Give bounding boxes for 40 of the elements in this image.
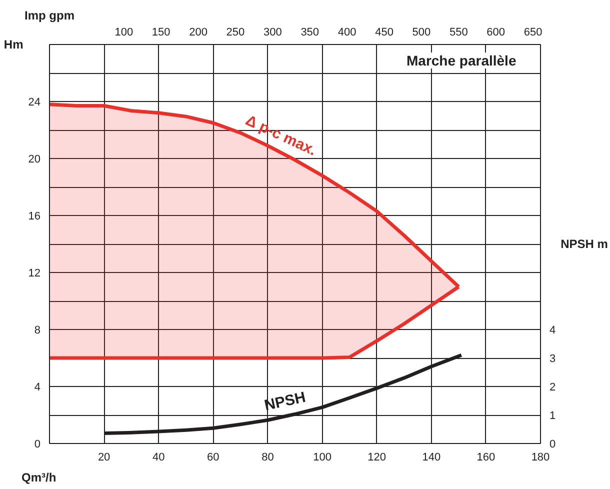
- y-tick-label: 8: [34, 324, 41, 336]
- x-tick-label: 100: [313, 452, 332, 464]
- x-tick-label: 40: [152, 452, 165, 464]
- y-tick-label: 4: [34, 382, 41, 394]
- y-axis-title: Hm: [4, 38, 24, 52]
- x2-axis-title: Imp gpm: [24, 8, 74, 22]
- x-tick-label: 60: [207, 452, 220, 464]
- y-tick-label: 12: [28, 268, 41, 280]
- y-tick-label: 0: [34, 438, 41, 450]
- text: Δ p-c max.: [242, 112, 319, 160]
- x2-tick-label: 350: [300, 26, 320, 38]
- x2-tick-label: 250: [226, 26, 245, 38]
- x-tick-label: 20: [98, 452, 110, 464]
- y2-axis-title: NPSH m: [560, 237, 608, 251]
- x-tick-label: 160: [476, 452, 496, 464]
- y-tick-label: 16: [28, 210, 41, 222]
- x2-tick-label: 550: [449, 26, 468, 38]
- x2-tick-label: 450: [375, 26, 394, 38]
- y2-tick-label: 1: [550, 410, 556, 422]
- x-tick-label: 120: [368, 452, 386, 464]
- text: NPSH: [262, 388, 308, 414]
- x-tick-label: 140: [422, 452, 441, 464]
- x2-tick-label: 150: [152, 26, 170, 38]
- y-tick-label: 24: [28, 96, 41, 108]
- x2-tick-label: 100: [114, 26, 134, 38]
- x2-tick-label: 200: [189, 26, 208, 38]
- x-tick-label: 80: [262, 452, 274, 464]
- x2-tick-label: 300: [264, 26, 282, 38]
- x2-tick-label: 650: [524, 26, 542, 38]
- x-axis-title: Qm³/h: [22, 470, 56, 484]
- x-tick-label: 180: [531, 452, 550, 464]
- y2-tick-label: 0: [550, 438, 556, 450]
- text: Marche parallèle: [406, 52, 516, 68]
- y-tick-label: 20: [28, 154, 41, 166]
- x2-tick-label: 600: [486, 26, 506, 38]
- x2-tick-label: 400: [338, 26, 356, 38]
- y2-tick-label: 2: [550, 382, 556, 394]
- y2-tick-label: 4: [550, 324, 556, 336]
- y2-tick-label: 3: [550, 353, 556, 365]
- x2-tick-label: 500: [412, 26, 431, 38]
